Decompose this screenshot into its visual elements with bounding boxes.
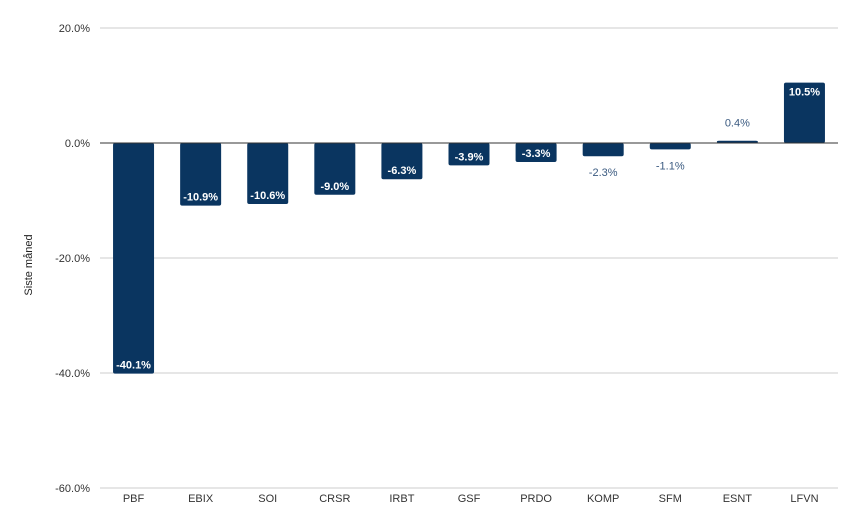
bar-ebix: [180, 143, 222, 206]
data-label: -10.9%: [183, 192, 218, 204]
y-tick-label: 20.0%: [59, 23, 90, 35]
x-tick-label: SFM: [659, 493, 682, 505]
data-label: 0.4%: [725, 118, 750, 130]
data-label: -3.3%: [522, 148, 551, 160]
bar-lfvn: [783, 82, 825, 143]
data-labels: -40.1% -10.9% -10.6% -9.0% -6.3% -3.9% -3.3% -2…: [116, 87, 820, 372]
bar-prdo: [515, 143, 557, 162]
bar-irbt: [381, 143, 423, 180]
data-label: -40.1%: [116, 360, 151, 372]
x-tick-label: GSF: [458, 493, 481, 505]
x-tick-label: PRDO: [520, 493, 552, 505]
bar-komp: [582, 143, 624, 157]
y-tick-label: -40.0%: [55, 368, 90, 380]
x-tick-label: SOI: [258, 493, 277, 505]
data-label: -3.9%: [455, 151, 484, 163]
x-tick-label: IRBT: [389, 493, 414, 505]
bar-gsf: [448, 143, 490, 166]
y-axis-ticks: 20.0% 0.0% -20.0% -40.0% -60.0%: [55, 23, 90, 495]
bar-pbf: [113, 143, 155, 374]
x-axis-categories: PBF EBIX SOI CRSR IRBT GSF PRDO KOMP SFM ESNT LFVN: [123, 493, 819, 505]
y-axis-title: Siste måned: [23, 234, 35, 295]
y-tick-label: -60.0%: [55, 483, 90, 495]
x-tick-label: CRSR: [319, 493, 350, 505]
data-label: -1.1%: [656, 160, 685, 172]
bar-sfm: [649, 143, 691, 150]
bars: [113, 82, 825, 374]
data-label: -2.3%: [589, 167, 618, 179]
data-label: -6.3%: [388, 165, 417, 177]
data-label: -9.0%: [320, 181, 349, 193]
y-tick-label: 0.0%: [65, 138, 90, 150]
bar-crsr: [314, 143, 356, 195]
x-tick-label: EBIX: [188, 493, 214, 505]
data-label: -10.6%: [250, 190, 285, 202]
data-label: 10.5%: [789, 87, 820, 99]
gridlines: [100, 27, 838, 489]
x-tick-label: PBF: [123, 493, 145, 505]
bar-esnt: [716, 140, 758, 143]
bar-soi: [247, 143, 289, 204]
x-tick-label: LFVN: [790, 493, 818, 505]
y-tick-label: -20.0%: [55, 253, 90, 265]
x-tick-label: ESNT: [723, 493, 753, 505]
x-tick-label: KOMP: [587, 493, 619, 505]
